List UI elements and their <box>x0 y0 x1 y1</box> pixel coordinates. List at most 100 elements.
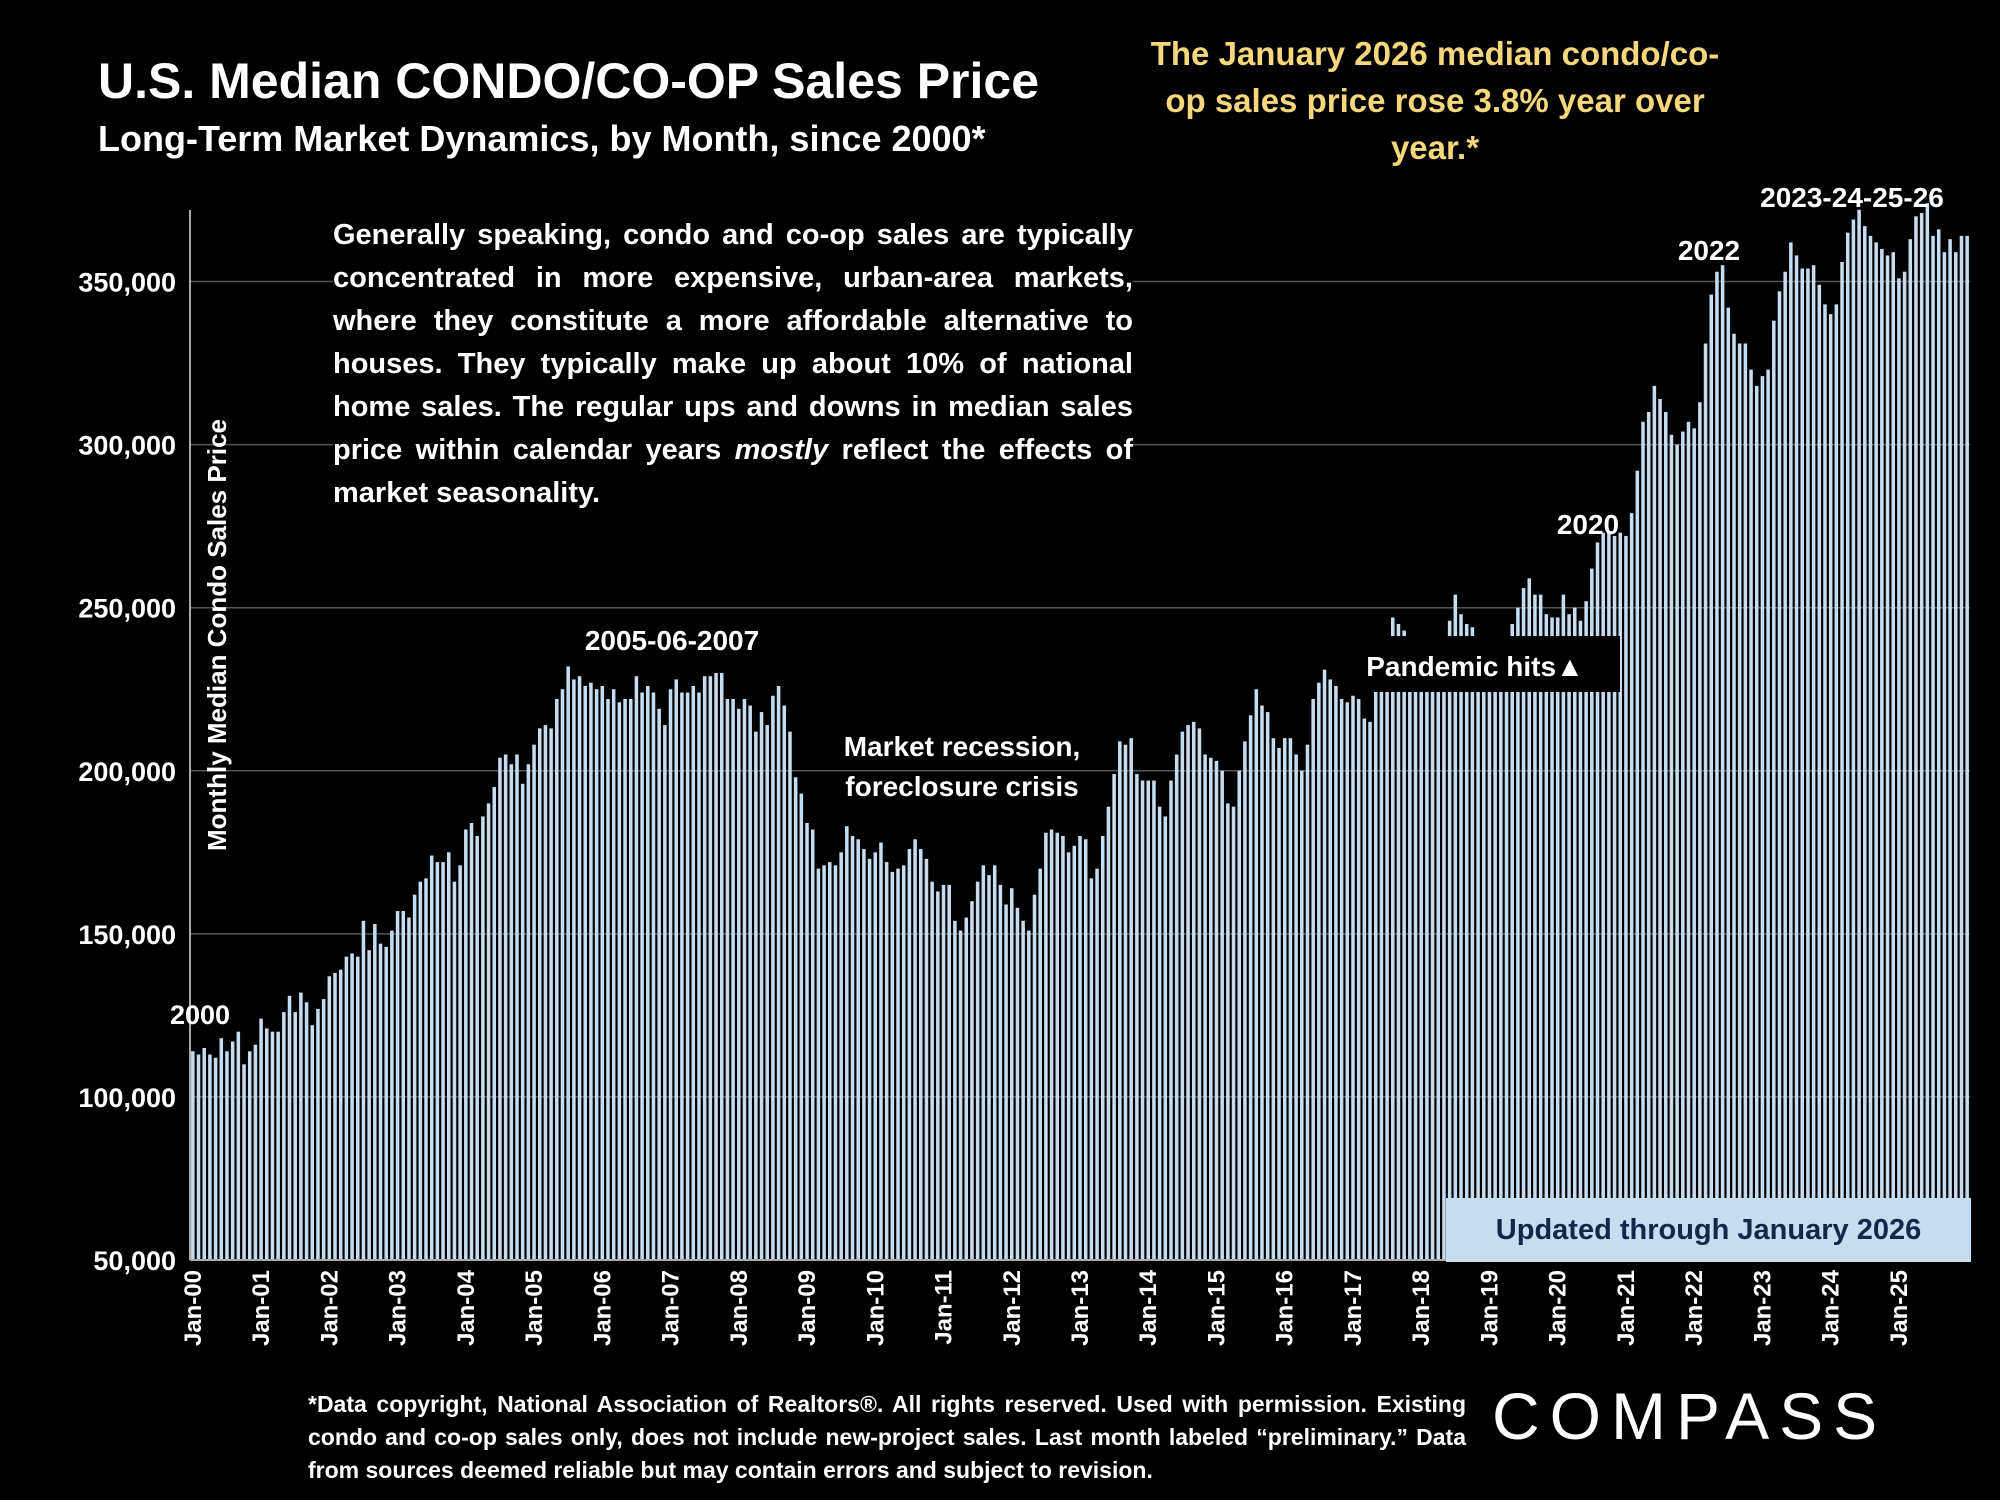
bar <box>1561 594 1566 1260</box>
bar <box>685 692 690 1260</box>
bar <box>1954 252 1958 1260</box>
bar <box>1135 774 1139 1260</box>
bar <box>537 728 542 1260</box>
bar <box>1595 542 1600 1260</box>
bar <box>1351 695 1355 1260</box>
x-tick-label: Jan-15 <box>1203 1270 1230 1346</box>
bar <box>429 855 434 1260</box>
bar <box>498 757 502 1260</box>
bar <box>1533 594 1537 1260</box>
bar <box>304 1002 309 1260</box>
bar <box>1942 252 1947 1260</box>
bar <box>1049 829 1054 1260</box>
bar <box>310 1025 315 1260</box>
bar <box>1095 868 1099 1260</box>
bar <box>1328 679 1332 1260</box>
chart-annotation: 2005-06-2007 <box>585 625 759 656</box>
bar <box>418 881 423 1260</box>
bar <box>1794 255 1799 1260</box>
bar <box>293 1012 297 1260</box>
bar <box>1470 627 1475 1260</box>
bar <box>1931 235 1935 1260</box>
bar <box>1379 653 1384 1260</box>
y-tick-label: 100,000 <box>78 1083 176 1113</box>
bar <box>1254 689 1259 1260</box>
bar <box>1504 646 1509 1260</box>
bar <box>941 884 946 1260</box>
bar <box>1311 699 1315 1260</box>
footnote: *Data copyright, National Association of… <box>308 1391 1466 1483</box>
bar <box>589 682 593 1260</box>
bar <box>1464 624 1469 1260</box>
bar <box>1578 620 1583 1260</box>
x-tick-label: Jan-00 <box>180 1270 207 1346</box>
bar <box>998 884 1003 1260</box>
bar <box>1174 754 1179 1260</box>
bar <box>1760 376 1765 1261</box>
bar <box>1698 402 1702 1260</box>
bar <box>936 891 940 1260</box>
bar <box>321 999 326 1260</box>
bar <box>896 868 900 1260</box>
bar <box>1806 268 1810 1260</box>
bar <box>1857 209 1861 1260</box>
bar <box>663 725 667 1260</box>
bar <box>1402 630 1406 1260</box>
bar <box>1447 620 1452 1260</box>
bar <box>276 1031 280 1260</box>
bar <box>1709 294 1714 1261</box>
chart-annotation: 2022 <box>1678 235 1740 266</box>
bar <box>1555 617 1560 1260</box>
bar <box>333 972 337 1260</box>
bar <box>350 953 354 1260</box>
bar <box>1845 232 1850 1261</box>
bar <box>1271 738 1276 1260</box>
bar <box>1550 617 1554 1260</box>
bar <box>361 920 366 1260</box>
bar <box>714 672 718 1260</box>
explanation-part-1: Generally speaking, condo and co-op sale… <box>333 219 1133 466</box>
bar <box>1413 663 1418 1260</box>
bar <box>242 1064 246 1260</box>
bar <box>1339 699 1344 1260</box>
bar <box>606 699 610 1260</box>
bar <box>623 699 627 1260</box>
bar <box>1322 669 1327 1260</box>
bar <box>1163 816 1168 1260</box>
bar <box>856 839 860 1260</box>
y-tick-label: 150,000 <box>78 920 176 950</box>
bar <box>1948 239 1952 1261</box>
x-tick-label: Jan-17 <box>1340 1270 1367 1346</box>
bar <box>1021 920 1025 1260</box>
bar <box>879 842 883 1260</box>
x-tick-label: Jan-23 <box>1749 1270 1776 1346</box>
bar <box>1749 369 1753 1261</box>
bar <box>839 852 843 1260</box>
bar <box>805 822 809 1260</box>
bar <box>549 728 553 1260</box>
bar <box>390 930 394 1260</box>
x-tick-label: Jan-08 <box>726 1270 753 1346</box>
bar <box>1618 532 1623 1260</box>
bar <box>1772 320 1776 1261</box>
bar <box>344 956 349 1260</box>
bar <box>1601 532 1605 1260</box>
updated-badge <box>1446 1198 1971 1262</box>
bar <box>435 862 440 1260</box>
bar <box>1356 699 1361 1260</box>
bar <box>1152 780 1156 1260</box>
bar <box>219 1038 224 1260</box>
x-tick-label: Jan-12 <box>999 1270 1026 1346</box>
bar <box>384 946 388 1260</box>
bar <box>1180 731 1185 1260</box>
bar <box>560 689 565 1260</box>
x-tick-label: Jan-09 <box>794 1270 821 1346</box>
bar <box>577 676 582 1260</box>
bar <box>1908 239 1913 1261</box>
updated-badge-label: Updated through January 2026 <box>1495 1214 1922 1246</box>
bar <box>611 689 616 1260</box>
bar <box>1385 637 1389 1260</box>
bar <box>1373 685 1378 1260</box>
bar <box>719 672 724 1260</box>
